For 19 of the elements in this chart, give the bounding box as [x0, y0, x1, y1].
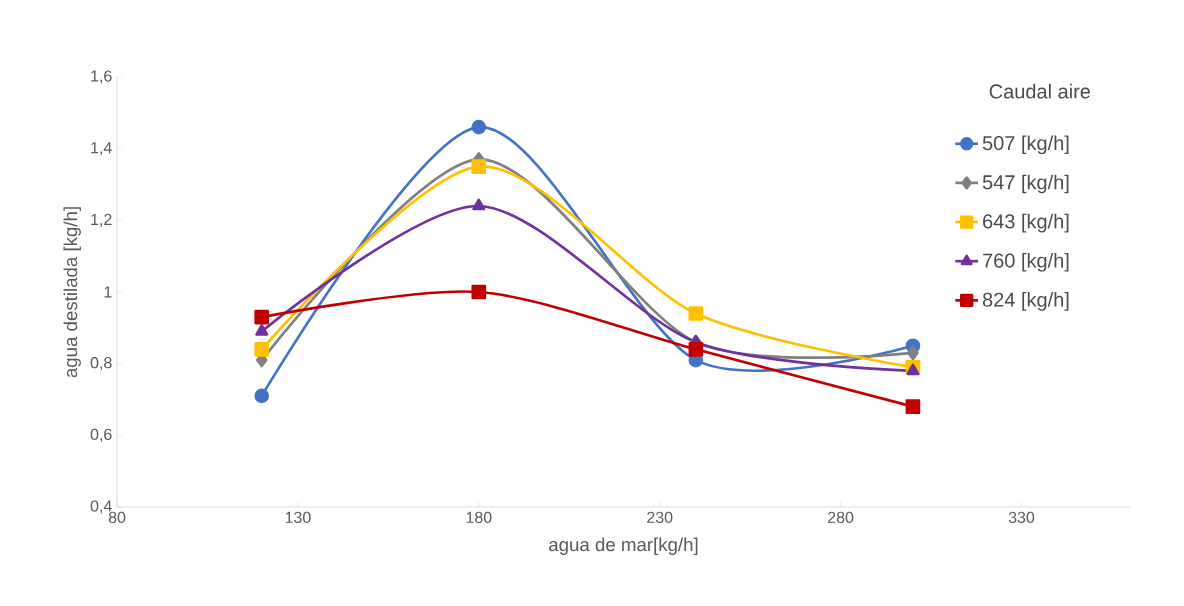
legend-label: 643 [kg/h]: [983, 213, 1069, 233]
y-tick-label: 1,4: [91, 142, 112, 156]
y-tick-label: 0,8: [90, 357, 112, 371]
legend-label: 507 [kg/h]: [982, 135, 1069, 155]
legend-label: 824 [kg/h]: [982, 292, 1069, 311]
y-tick-label: 1,2: [91, 213, 112, 227]
x-tick-label: 280: [828, 511, 854, 524]
y-tick-label: 1,6: [91, 70, 112, 84]
y-tick-label: 1: [104, 286, 112, 298]
y-tick-label: 0,6: [90, 428, 112, 442]
legend-title: Caudal aire: [989, 83, 1091, 99]
legend-label: 760 [kg/h]: [983, 252, 1069, 272]
x-tick-label: 230: [647, 511, 673, 524]
x-tick-label: 130: [285, 511, 311, 524]
x-axis-title: agua de mar[kg/h]: [549, 537, 698, 555]
y-axis-title: agua destilada [kg/h]: [63, 207, 81, 378]
x-tick-label: 330: [1008, 511, 1035, 524]
legend-label: 547 [kg/h]: [982, 174, 1069, 194]
x-tick-label: 180: [466, 511, 492, 524]
